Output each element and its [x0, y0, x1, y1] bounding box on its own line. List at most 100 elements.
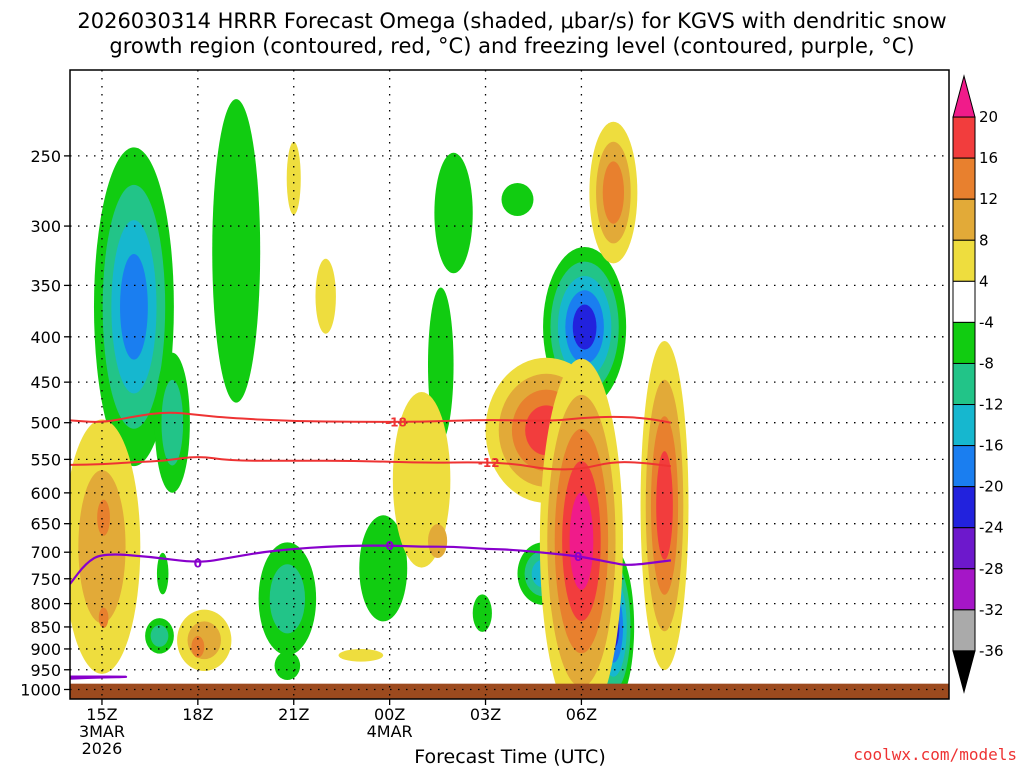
- omega-cell-descent-core-15z-level-0: [97, 499, 110, 536]
- y-tick-label-650: 650: [30, 515, 61, 534]
- y-tick-label-900: 900: [30, 640, 61, 659]
- omega-cell-ascent-cap-0330z-level-0: [501, 183, 534, 217]
- omega-feature-descent-plume-0830z: [640, 340, 689, 671]
- y-tick-label-250: 250: [30, 147, 61, 166]
- ground-layer: [70, 683, 949, 699]
- freezing-level-label-0: 0: [194, 557, 202, 571]
- y-tick-label-850: 850: [30, 618, 61, 637]
- colorbar-bin-1: [952, 116, 976, 159]
- omega-cell-descent-core2-15z-level-0: [98, 607, 109, 628]
- omega-cell-ascent-low-21z-level-0: [274, 651, 301, 681]
- y-tick-label-500: 500: [30, 414, 61, 433]
- omega-cell-ascent-small-1630z-level-0: [156, 552, 169, 595]
- colorbar-bin-6: [952, 321, 976, 364]
- colorbar-label-6: -8: [979, 354, 994, 372]
- omega-feature-ascent-small-03z: [472, 594, 492, 632]
- freezing-level-surface-line: [70, 675, 128, 680]
- y-tick-label-550: 550: [30, 450, 61, 469]
- omega-feature-ascent-small-17z: [145, 618, 174, 654]
- omega-cell-descent-mid-0230z-level-0: [427, 524, 448, 559]
- omega-feature-ascent-cap-0330z: [501, 183, 534, 217]
- omega-feature-descent-low-15z: [70, 419, 141, 674]
- x-tick-sublabel-00Z: 4MAR: [367, 722, 413, 741]
- colorbar: 20 16 12 8 4 -4 -8 -12 -16 -20 -24 -28 -32 -36: [952, 74, 1004, 694]
- omega-cell-descent-upper-22z-level-0: [315, 258, 336, 334]
- x-tick-label-15Z: 15Z: [86, 705, 117, 724]
- y-tick-label-700: 700: [30, 543, 61, 562]
- colorbar-label-1: 16: [979, 149, 998, 167]
- omega-cell-ascent-tail-16z-level-1: [161, 379, 184, 466]
- omega-cell-ascent-upper-06z-level-4: [572, 304, 597, 350]
- x-tick-year-15Z: 2026: [82, 739, 123, 758]
- dgz-isotherm--12: [70, 456, 672, 471]
- omega-feature-descent-plume-06z: [539, 358, 623, 699]
- grid-lines: [70, 70, 949, 699]
- omega-cell-ascent-upper-15z-level-3: [120, 253, 148, 360]
- x-axis-label: Forecast Time (UTC): [414, 746, 605, 768]
- omega-feature-ascent-upper-02z: [434, 152, 473, 274]
- freezing-level-label-1: 0: [385, 539, 393, 553]
- omega-cell-ascent-small-17z-level-1: [150, 624, 169, 647]
- chart-title-line1: 2026030314 HRRR Forecast Omega (shaded, …: [77, 9, 946, 33]
- y-tick-label-300: 300: [30, 217, 61, 236]
- x-tick-sublabel-15Z: 3MAR: [79, 722, 125, 741]
- colorbar-label-11: -28: [979, 560, 1004, 578]
- omega-feature-ascent-tail-16z: [154, 352, 190, 493]
- colorbar-label-4: 4: [979, 272, 989, 290]
- y-tick-label-450: 450: [30, 373, 61, 392]
- colorbar-bin-8: [952, 404, 976, 447]
- x-tick-label-18Z: 18Z: [182, 705, 213, 724]
- y-tick-label-950: 950: [30, 661, 61, 680]
- omega-feature-descent-upper-07z: [589, 121, 638, 264]
- colorbar-bin-13: [952, 609, 976, 652]
- y-tick-label-400: 400: [30, 328, 61, 347]
- omega-cell-descent-low-18z-level-1: [187, 621, 221, 660]
- contour-lines: -18 -12 0 0 0: [70, 411, 672, 680]
- colorbar-label-5: -4: [979, 313, 994, 331]
- omega-cell-ascent-mid-23z-level-0: [359, 515, 408, 622]
- omega-feature-ascent-mid-21z: [258, 542, 317, 656]
- omega-cell-descent-low-2330z-level-0: [338, 648, 384, 662]
- omega-cell-descent-plume-0830z-level-3: [656, 451, 673, 560]
- omega-feature-descent-upper-2030z: [286, 141, 301, 215]
- colorbar-bin-11: [952, 527, 976, 570]
- dgz-isotherm-label--12: -12: [478, 456, 500, 470]
- colorbar-bin-9: [952, 445, 976, 488]
- omega-feature-descent-core2-15z: [98, 607, 109, 628]
- y-tick-label-350: 350: [30, 276, 61, 295]
- omega-feature-descent-upper-22z: [315, 258, 336, 334]
- omega-cell-ascent-mid-21z-level-1: [269, 564, 306, 634]
- y-tick-label-1000: 1000: [20, 680, 61, 699]
- omega-feature-descent-low-18z: [177, 609, 232, 671]
- freezing-level-label-2: 0: [574, 550, 582, 564]
- credit-text: coolwx.com/models: [853, 745, 1017, 764]
- colorbar-bin-2: [952, 157, 976, 200]
- omega-feature-descent-core-15z: [97, 499, 110, 536]
- x-tick-label-03Z: 03Z: [470, 705, 501, 724]
- colorbar-label-8: -16: [979, 437, 1004, 455]
- colorbar-bin-0: [952, 74, 976, 118]
- omega-cell-descent-low-15z-level-1: [78, 470, 126, 624]
- omega-feature-descent-low-2330z: [338, 648, 384, 662]
- omega-feature-ascent-low-21z: [274, 651, 301, 681]
- colorbar-bin-14: [952, 650, 976, 694]
- omega-cell-descent-upper-2030z-level-0: [286, 141, 301, 215]
- colorbar-bin-10: [952, 486, 976, 529]
- colorbar-bin-12: [952, 568, 976, 611]
- omega-cell-descent-upper-07z-level-2: [602, 161, 625, 224]
- colorbar-label-0: 20: [979, 108, 998, 126]
- omega-cell-ascent-small-03z-level-0: [472, 594, 492, 632]
- colorbar-bin-4: [952, 239, 976, 282]
- colorbar-label-10: -24: [979, 519, 1004, 537]
- y-tick-label-600: 600: [30, 484, 61, 503]
- omega-feature-ascent-upper-15z: [93, 147, 174, 467]
- omega-cell-ascent-upper-02z-level-0: [434, 152, 473, 274]
- dgz-isotherm-label--18: -18: [385, 415, 407, 429]
- freezing-level-line: [70, 544, 672, 585]
- chart-title-line2: growth region (contoured, red, °C) and f…: [109, 34, 914, 58]
- colorbar-bin-5: [952, 280, 976, 323]
- colorbar-bin-3: [952, 198, 976, 241]
- y-tick-label-800: 800: [30, 595, 61, 614]
